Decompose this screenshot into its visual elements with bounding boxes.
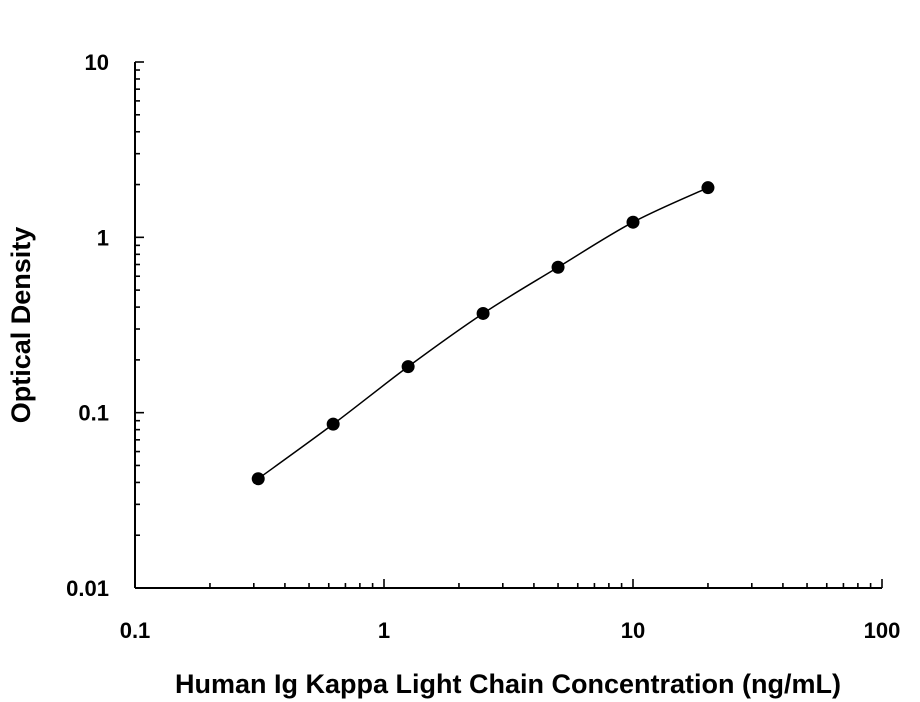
y-axis-label: Optical Density	[6, 227, 36, 424]
x-tick-label: 1	[378, 618, 390, 643]
y-tick-label: 0.1	[78, 401, 109, 426]
data-point	[401, 360, 415, 374]
fit-curve	[257, 186, 709, 480]
data-point	[326, 417, 340, 431]
x-tick-label: 100	[864, 618, 901, 643]
x-tick-label: 0.1	[120, 618, 151, 643]
axes	[134, 62, 882, 589]
y-tick-label: 1	[97, 225, 109, 250]
data-point	[551, 260, 565, 274]
y-tick-label: 0.01	[66, 576, 109, 601]
tick-marks	[134, 61, 883, 589]
x-axis-label: Human Ig Kappa Light Chain Concentration…	[175, 669, 841, 699]
y-tick-label: 10	[85, 50, 109, 75]
data-points	[251, 181, 715, 486]
x-tick-label: 10	[621, 618, 645, 643]
tick-labels: 0.1 1 10 100 0.01 0.1 1 10	[66, 50, 900, 643]
data-point	[476, 306, 490, 320]
data-point	[251, 472, 265, 486]
data-point	[701, 181, 715, 195]
data-point	[626, 215, 640, 229]
